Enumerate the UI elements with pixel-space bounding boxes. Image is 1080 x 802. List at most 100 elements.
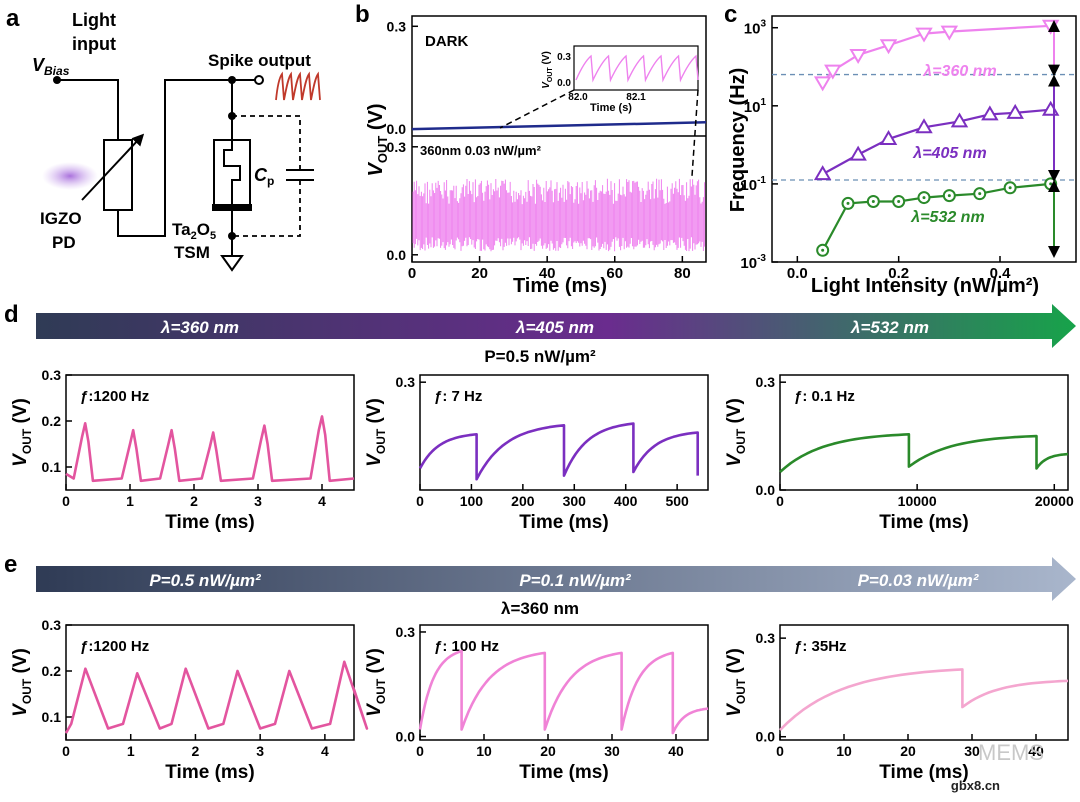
d3-xlabel: Time (ms) [879, 512, 968, 533]
c-marker-triangle-down [824, 64, 842, 80]
d1-freq-title: ƒ:1200 Hz [80, 388, 149, 405]
d3-series-line [779, 433, 1069, 473]
e1-frame [65, 624, 355, 741]
c-xtick-label: 0.4 [990, 265, 1012, 282]
e3-xtick-label: 20 [900, 743, 916, 759]
e1-ytick-label: 0.3 [42, 617, 62, 633]
c-ylabel: Frequency (Hz) [727, 68, 749, 212]
b-inset-ylabel: VOUT (V) [541, 51, 554, 89]
panel-d1-chart: 0 1 2 3 4 0.1 0.2 0.3 ƒ:1200 Hz Time (ms) VOUT (V) [10, 367, 355, 533]
panel-d2-chart: 0 100 200 300 400 500 0.3 ƒ: 7 Hz Time (ms) VOUT … [364, 374, 709, 533]
wire-pd-to-out [117, 79, 232, 237]
c-frame [771, 15, 1077, 263]
b-inset-series [575, 54, 699, 83]
c-axis-ticks: 0.0 0.2 0.4 103 101 10-1 10-3 [740, 19, 1011, 282]
e3-ylabel: VOUT (V) [724, 648, 748, 717]
b-xtick-label: 0 [408, 265, 416, 282]
b-inset-xtick-label: 82.1 [626, 92, 646, 103]
e3-ytick-label: 0.0 [756, 729, 776, 745]
c-marker-dot [871, 199, 875, 203]
watermark-site: gbx8.cn [951, 778, 1000, 793]
panel-e2-chart: 0 10 20 30 40 0.0 0.3 ƒ: 100 Hz Time (ms) VOUT (V… [364, 624, 709, 783]
b-ytick-label: 0.3 [387, 18, 407, 34]
b-inset-ytick-label: 0.3 [557, 52, 571, 63]
spike-output-label: Spike output [208, 51, 311, 70]
pd-label: PD [52, 233, 76, 252]
e2-xlabel: Time (ms) [519, 762, 608, 783]
d2-xtick-label: 300 [563, 493, 587, 509]
e3-series-line [779, 668, 1069, 732]
d1-xlabel: Time (ms) [165, 512, 254, 533]
e2-xtick-label: 10 [476, 743, 492, 759]
e2-frame [419, 624, 709, 741]
ta2o5-label: Ta2O5 [172, 220, 216, 242]
d-arrow-label-2: λ=405 nm [515, 318, 594, 337]
b-xlabel: Time (ms) [513, 275, 607, 297]
e3-ytick-label: 0.3 [756, 630, 776, 646]
e1-xlabel: Time (ms) [165, 762, 254, 783]
b-inset-ticks: 0.3 0.0 82.0 82.1 [557, 52, 646, 103]
c-marker-dot [897, 199, 901, 203]
c-series: λ=360 nm λ=405 nm λ=532 nm [813, 19, 1060, 257]
node-cp-bottom [228, 232, 236, 240]
e2-freq-title: ƒ: 100 Hz [434, 638, 499, 655]
d1-xtick-label: 0 [62, 493, 70, 509]
c-xlabel: Light Intensity (nW/µm²) [811, 275, 1039, 297]
panel-a-circuit: a Light input VBias IGZO PD Spike output… [6, 5, 321, 272]
b-xtick-label: 60 [606, 265, 623, 282]
watermark-text: MEMS [978, 740, 1044, 765]
d3-frame [779, 374, 1069, 491]
d2-xlabel: Time (ms) [519, 512, 608, 533]
c-marker-triangle-up [915, 118, 933, 134]
d3-xtick-label: 10000 [898, 493, 937, 509]
panel-letter-e: e [4, 551, 17, 578]
c-ytick-label: 10-3 [740, 253, 766, 272]
tsm-symbol [223, 140, 241, 206]
light-input-label-2: input [72, 34, 116, 54]
b-xtick-label: 40 [539, 265, 556, 282]
e1-xtick-label: 2 [192, 743, 200, 759]
panel-d3-chart: 0 10000 20000 0.0 0.3 ƒ: 0.1 Hz Time (ms) VOUT … [724, 374, 1074, 533]
tsm-bar [212, 204, 252, 211]
d3-ylabel: VOUT (V) [724, 398, 748, 467]
d2-xtick-label: 0 [416, 493, 424, 509]
c-marker-dot [1008, 186, 1012, 190]
d2-xtick-label: 500 [665, 493, 689, 509]
e2-xtick-label: 0 [416, 743, 424, 759]
e-arrow-sub: λ=360 nm [501, 599, 579, 618]
panel-letter-c: c [724, 1, 737, 28]
c-marker-dot [978, 192, 982, 196]
c-xtick-label: 0.0 [787, 265, 808, 282]
d1-frame [65, 374, 355, 491]
e2-xtick-label: 20 [540, 743, 556, 759]
cp-dashed-wire [232, 115, 301, 237]
d3-ytick-label: 0.0 [756, 482, 776, 498]
d1-xtick-label: 2 [190, 493, 198, 509]
wire-vbias [57, 79, 119, 140]
d1-ylabel: VOUT (V) [10, 398, 34, 467]
d3-xtick-label: 20000 [1035, 493, 1074, 509]
e-arrow-label-3: P=0.03 nW/µm² [858, 571, 980, 590]
e1-xtick-label: 0 [62, 743, 70, 759]
igzo-label: IGZO [40, 209, 82, 228]
c-marker-triangle-down [849, 49, 867, 65]
b-inset-xtick-label: 82.0 [568, 92, 588, 103]
d1-xtick-label: 4 [318, 493, 326, 509]
c-marker-triangle-up [1006, 103, 1024, 119]
b-inset-ytick-label: 0.0 [557, 78, 571, 89]
e2-series-line [418, 649, 709, 735]
e1-xtick-label: 4 [321, 743, 329, 759]
b-ytick-label: 0.3 [387, 139, 407, 155]
panel-letter-b: b [355, 1, 370, 28]
c-marker-dot [846, 201, 850, 205]
e1-freq-title: ƒ:1200 Hz [80, 638, 149, 655]
e3-xtick-label: 30 [964, 743, 980, 759]
d1-series-line [65, 415, 355, 483]
c-marker-triangle-up [849, 145, 867, 161]
panel-e3-chart: 0 10 20 30 40 0.0 0.3 ƒ: 35Hz Time (ms) VOUT (V) [724, 624, 1069, 783]
panel-letter-a: a [6, 5, 20, 32]
d1-ytick-label: 0.2 [42, 413, 62, 429]
b-xtick-label: 20 [471, 265, 488, 282]
b-inset-xlabel: Time (s) [590, 102, 632, 114]
c-marker-dot [922, 196, 926, 200]
